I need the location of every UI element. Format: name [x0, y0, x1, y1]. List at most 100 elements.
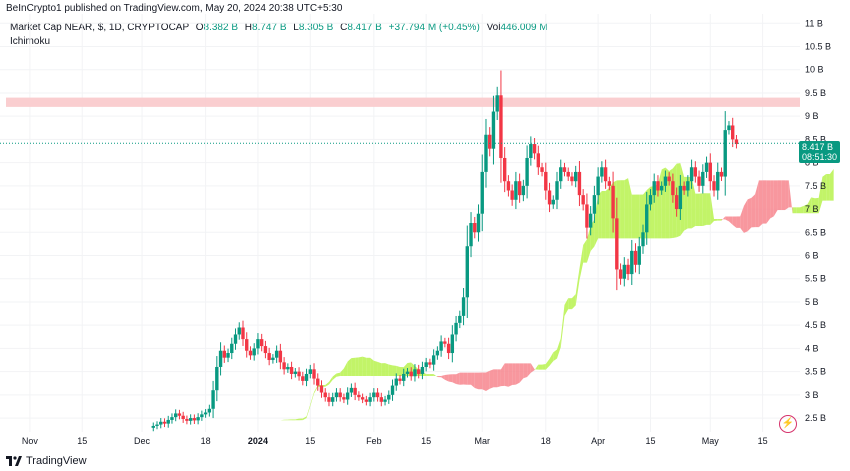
ichimoku-cloud-segment: [586, 225, 591, 263]
ichimoku-cloud-segment: [448, 374, 453, 383]
x-axis-tick-label: May: [702, 436, 720, 446]
ichimoku-cloud-segment: [325, 381, 329, 387]
ichimoku-cloud-segment: [377, 361, 382, 376]
candle-body: [207, 408, 212, 413]
candle-body: [405, 371, 410, 374]
candle-body: [686, 181, 690, 191]
ichimoku-cloud-segment: [691, 177, 696, 229]
y-axis-tick-label: 4.5 B: [805, 320, 826, 330]
ichimoku-cloud-segment: [340, 368, 344, 376]
candle-body: [439, 341, 443, 351]
candle-body: [577, 171, 582, 196]
ichimoku-cloud-segment: [515, 363, 520, 385]
ichimoku-cloud-segment: [493, 369, 498, 388]
x-axis-tick-label: 15: [77, 436, 87, 446]
candle-body: [278, 350, 283, 363]
candle-body: [435, 350, 440, 356]
candle-body: [274, 350, 279, 358]
ichimoku-cloud-segment: [429, 374, 434, 376]
y-axis-tick-label: 4 B: [805, 343, 819, 353]
ichimoku-cloud-segment: [459, 372, 464, 385]
high-value: 8.747 B: [252, 22, 287, 33]
candle-body: [424, 362, 428, 367]
candle-body: [177, 413, 182, 416]
candle-body: [727, 125, 731, 131]
y-axis-tick-label: 8.5 B: [805, 134, 826, 144]
ichimoku-cloud-segment: [822, 174, 827, 201]
ichimoku-cloud-segment: [583, 239, 587, 263]
candle-body: [693, 167, 698, 177]
candle-body: [704, 162, 709, 172]
candle-body: [510, 190, 514, 200]
ichimoku-cloud-segment: [306, 404, 311, 418]
tradingview-brand[interactable]: TradingView: [6, 455, 87, 467]
ichimoku-cloud-segment: [803, 204, 808, 214]
candle-body: [286, 366, 290, 370]
ichimoku-cloud-segment: [355, 357, 359, 376]
candle-body: [368, 397, 372, 402]
candle-body: [222, 350, 226, 358]
y-axis-tick-label: 3.5 B: [805, 367, 826, 377]
ichimoku-cloud-segment: [302, 416, 307, 421]
ichimoku-cloud-segment: [482, 372, 486, 391]
candle-body: [731, 125, 735, 140]
ichimoku-cloud-segment: [818, 176, 823, 214]
candle-body: [345, 392, 350, 400]
x-axis-tick-label: 15: [645, 436, 655, 446]
tradingview-logo-icon: [6, 456, 22, 466]
candle-body: [588, 213, 593, 228]
candle-body: [723, 130, 727, 177]
published-info: BeInCrypto1 published on TradingView.com…: [6, 3, 343, 14]
candle-body: [170, 417, 174, 420]
lightning-icon[interactable]: ⚡: [779, 415, 797, 433]
ichimoku-cloud-segment: [358, 356, 363, 376]
y-axis-tick-label: 7.5 B: [805, 181, 826, 191]
candle-body: [331, 397, 335, 402]
ichimoku-cloud-segment: [755, 180, 759, 228]
ichimoku-cloud-segment: [388, 364, 393, 376]
candle-body: [532, 144, 537, 154]
candle-body: [319, 385, 324, 393]
candle-body: [349, 387, 354, 393]
candle-body: [611, 185, 615, 219]
ichimoku-cloud-segment: [680, 163, 685, 236]
candle-body: [630, 250, 634, 275]
ichimoku-cloud-segment: [826, 174, 830, 201]
candle-body: [600, 167, 604, 177]
candle-body: [263, 346, 268, 354]
ichimoku-cloud-segment: [280, 419, 285, 421]
ichimoku-cloud-segment: [362, 356, 367, 376]
y-axis-tick-label: 6.5 B: [805, 227, 826, 237]
candle-body: [626, 264, 630, 275]
candle-body: [409, 371, 413, 377]
candle-body: [211, 390, 215, 409]
y-axis-tick-label: 10 B: [805, 65, 824, 75]
candle-body: [701, 171, 705, 186]
candle-body: [562, 167, 567, 172]
candle-body: [708, 162, 712, 182]
candle-body: [719, 171, 724, 177]
candle-body: [488, 134, 492, 149]
candle-body: [499, 95, 503, 158]
candle-body: [682, 185, 686, 191]
ichimoku-cloud-segment: [639, 194, 643, 239]
ichimoku-cloud-segment: [467, 372, 472, 385]
ichimoku-cloud-segment: [299, 418, 303, 421]
ichimoku-cloud-segment: [702, 193, 707, 227]
ichimoku-cloud-segment: [657, 169, 662, 239]
ichimoku-cloud-segment: [575, 268, 580, 306]
candle-body: [174, 413, 178, 418]
ichimoku-cloud-segment: [743, 199, 748, 233]
ichimoku-cloud-segment: [699, 193, 703, 227]
symbol-name[interactable]: Market Cap NEAR, $, 1D, CRYPTOCAP: [10, 22, 189, 33]
countdown-timer: 08:51:30: [801, 152, 837, 162]
candle-body: [637, 246, 641, 265]
ichimoku-cloud-segment: [736, 216, 741, 228]
ichimoku-cloud-segment: [751, 194, 756, 228]
ichimoku-cloud-segment: [328, 376, 333, 385]
candle-body: [218, 350, 223, 367]
candle-body: [458, 315, 462, 323]
ichimoku-cloud-segment: [717, 219, 722, 221]
y-axis-tick-label: 11 B: [805, 18, 823, 28]
